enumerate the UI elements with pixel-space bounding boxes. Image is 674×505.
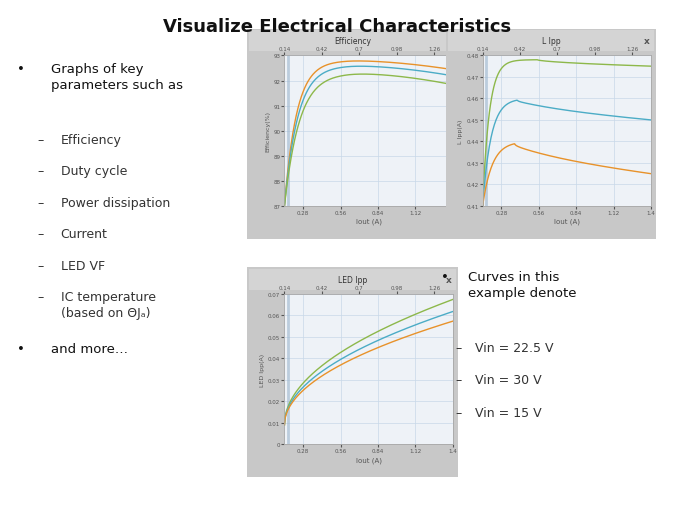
Text: •: • [441,270,450,283]
Text: –: – [37,165,43,178]
X-axis label: Iout (A): Iout (A) [356,219,381,225]
X-axis label: Iout (A): Iout (A) [356,457,381,463]
Y-axis label: L Ipp(A): L Ipp(A) [458,119,464,143]
Text: Curves in this
example denote: Curves in this example denote [468,270,577,299]
Text: LED VF: LED VF [61,259,104,272]
Text: Efficiency: Efficiency [61,134,121,147]
Text: •: • [17,342,25,355]
Text: Duty cycle: Duty cycle [61,165,127,178]
Text: –: – [37,134,43,147]
Text: Vin = 22.5 V: Vin = 22.5 V [475,341,553,354]
Text: LED Ipp: LED Ipp [338,275,367,284]
Text: –: – [455,407,461,420]
Y-axis label: Efficiency(%): Efficiency(%) [266,111,270,152]
Text: IC temperature
(based on ΘJₐ): IC temperature (based on ΘJₐ) [61,290,156,319]
Text: –: – [37,290,43,304]
Text: x: x [446,275,451,284]
Text: Vin = 30 V: Vin = 30 V [475,374,542,387]
Text: and more…: and more… [51,342,127,355]
Text: –: – [37,196,43,210]
Text: Current: Current [61,228,108,241]
Text: –: – [37,259,43,272]
Text: Vin = 15 V: Vin = 15 V [475,407,542,420]
Text: Graphs of key
parameters such as: Graphs of key parameters such as [51,63,183,92]
Text: –: – [455,341,461,354]
Text: Power dissipation: Power dissipation [61,196,170,210]
Text: x: x [446,37,451,46]
Text: –: – [455,374,461,387]
Text: •: • [17,63,25,76]
Text: Efficiency: Efficiency [334,37,371,46]
Text: L Ipp: L Ipp [542,37,560,46]
Text: x: x [644,37,649,46]
Y-axis label: LED Ipp(A): LED Ipp(A) [260,353,266,386]
Text: Visualize Electrical Characteristics: Visualize Electrical Characteristics [163,18,511,36]
Text: –: – [37,228,43,241]
X-axis label: Iout (A): Iout (A) [554,219,580,225]
